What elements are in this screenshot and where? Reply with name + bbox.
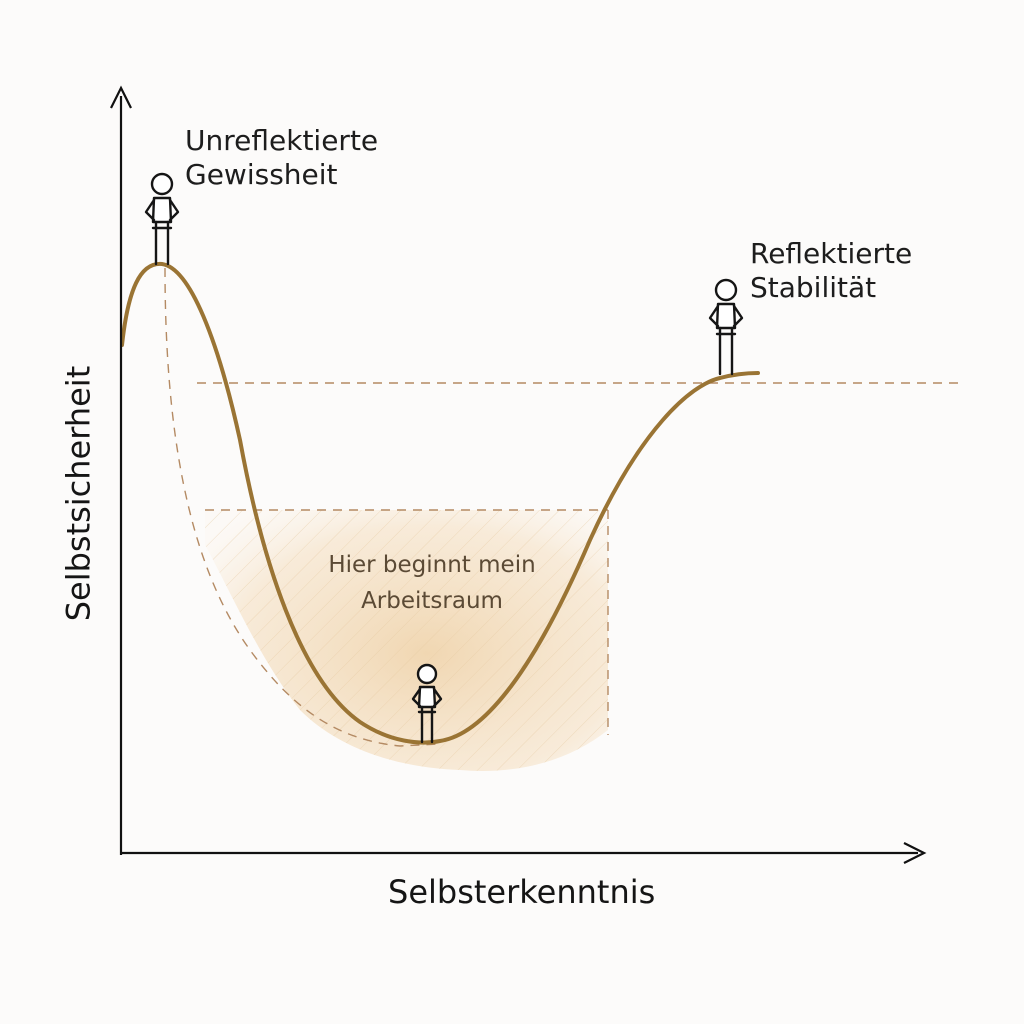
peak-right-line-2: Stabilität: [750, 271, 877, 305]
dashed-guides: [164, 267, 962, 747]
valley-line-2: Arbeitsraum: [361, 587, 503, 614]
x-axis-label: Selbsterkenntnis: [388, 873, 656, 911]
stick-figure-right-peak: [708, 278, 744, 376]
y-axis-arrowhead: [110, 85, 132, 109]
axes: [110, 85, 927, 864]
naive-path-line: [164, 267, 441, 747]
valley-annotation: Hier beginnt mein Arbeitsraum: [290, 548, 574, 619]
y-axis-label: Selbstsicherheit: [59, 365, 98, 622]
valley-zone: [205, 510, 608, 771]
self-confidence-curve: [120, 261, 760, 745]
peak-left-line-2: Gewissheit: [185, 158, 338, 192]
stick-figure-valley: [411, 663, 443, 744]
stick-figure-left-peak: [144, 172, 180, 266]
peak-left-line-1: Unreflektierte: [185, 124, 379, 157]
peak-right-annotation: Reflektierte Stabilität: [750, 237, 912, 305]
peak-right-line-1: Reflektierte: [750, 237, 913, 270]
valley-line-1: Hier beginnt mein: [328, 552, 536, 578]
x-axis-arrowhead: [903, 842, 927, 864]
peak-left-annotation: Unreflektierte Gewissheit: [185, 124, 378, 192]
